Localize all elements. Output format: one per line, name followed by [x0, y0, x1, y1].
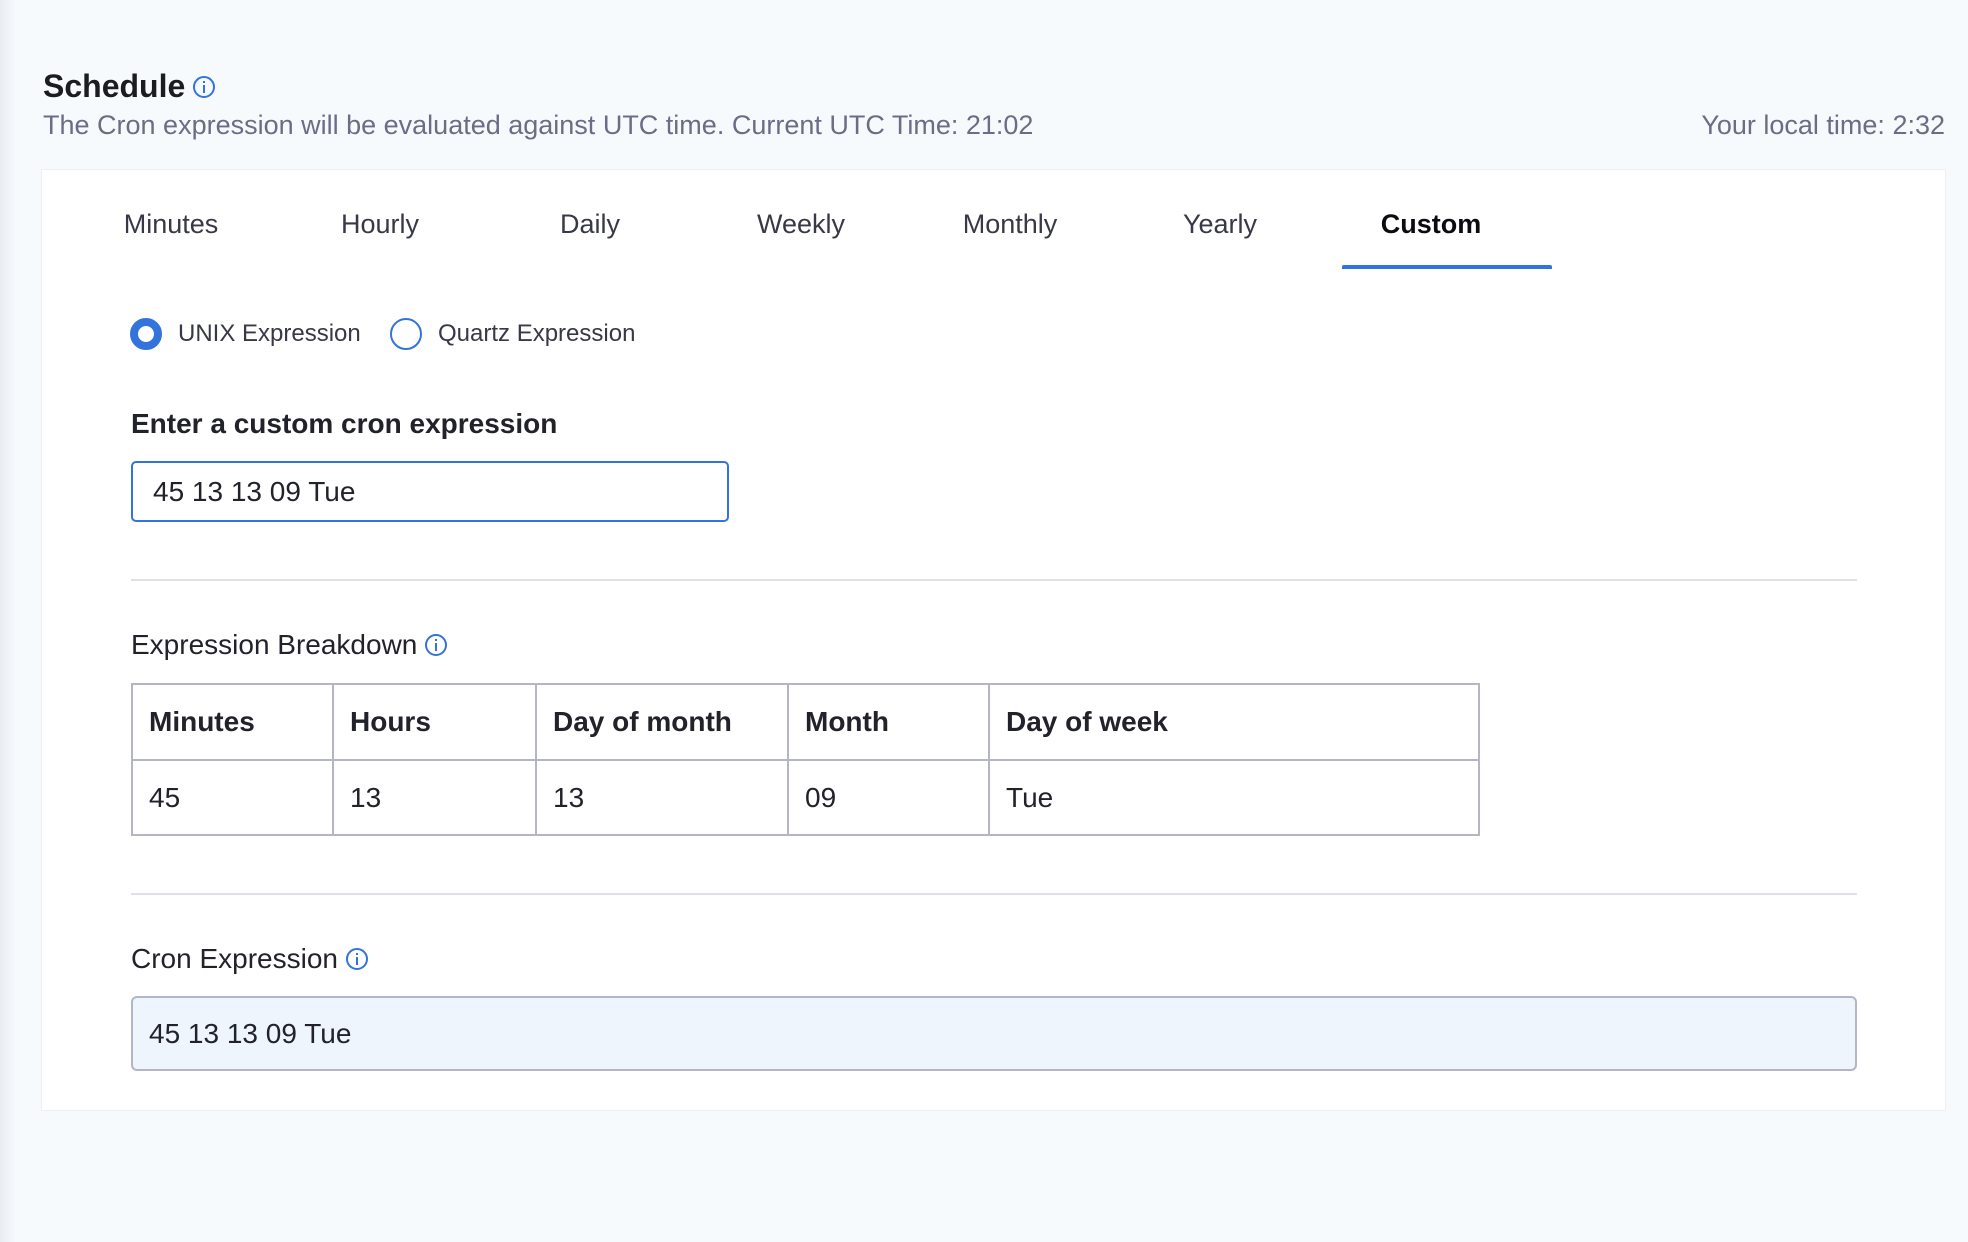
breakdown-title: Expression Breakdown	[131, 629, 418, 660]
divider	[131, 893, 1857, 895]
active-tab-indicator	[1342, 265, 1552, 269]
tab-weekly[interactable]: Weekly	[756, 209, 846, 239]
info-icon[interactable]	[193, 75, 216, 98]
custom-cron-input[interactable]	[131, 461, 729, 522]
info-icon[interactable]	[425, 634, 448, 656]
utc-note: The Cron expression will be evaluated ag…	[43, 110, 1034, 140]
value-day-of-week: Tue	[988, 759, 1480, 836]
tab-monthly[interactable]: Monthly	[962, 209, 1058, 239]
value-minutes: 45	[131, 759, 334, 836]
page-title: Schedule	[43, 68, 216, 105]
value-day-of-month: 13	[535, 759, 789, 836]
value-hours: 13	[332, 759, 537, 836]
tab-minutes[interactable]: Minutes	[123, 209, 219, 239]
value-month: 09	[787, 759, 990, 836]
cron-expression-label: Cron Expression	[131, 943, 338, 974]
divider	[131, 579, 1857, 581]
header-hours: Hours	[332, 683, 537, 761]
quartz-expression-label[interactable]: Quartz Expression	[438, 320, 636, 347]
title-text: Schedule	[43, 68, 186, 104]
quartz-expression-radio[interactable]	[390, 318, 422, 350]
header-day-of-month: Day of month	[535, 683, 789, 761]
header-month: Month	[787, 683, 990, 761]
left-edge	[0, 0, 16, 1242]
tab-yearly[interactable]: Yearly	[1182, 209, 1258, 239]
tab-daily[interactable]: Daily	[559, 209, 621, 239]
info-icon[interactable]	[345, 948, 368, 970]
table-row: 45 13 13 09 Tue	[131, 759, 1480, 836]
header-minutes: Minutes	[131, 683, 334, 761]
unix-expression-radio[interactable]	[130, 318, 162, 350]
header-day-of-week: Day of week	[988, 683, 1480, 761]
breakdown-table: Minutes Hours Day of month Month Day of …	[131, 683, 1480, 836]
cron-expression-readonly: 45 13 13 09 Tue	[131, 996, 1857, 1071]
custom-cron-label: Enter a custom cron expression	[131, 408, 558, 439]
table-header-row: Minutes Hours Day of month Month Day of …	[131, 683, 1480, 761]
local-time: Your local time: 2:32	[1701, 110, 1945, 140]
breakdown-heading: Expression Breakdown	[131, 629, 448, 661]
tab-custom[interactable]: Custom	[1380, 209, 1482, 239]
tab-hourly[interactable]: Hourly	[340, 209, 420, 239]
cron-expression-heading: Cron Expression	[131, 943, 368, 975]
unix-expression-label[interactable]: UNIX Expression	[178, 320, 361, 347]
